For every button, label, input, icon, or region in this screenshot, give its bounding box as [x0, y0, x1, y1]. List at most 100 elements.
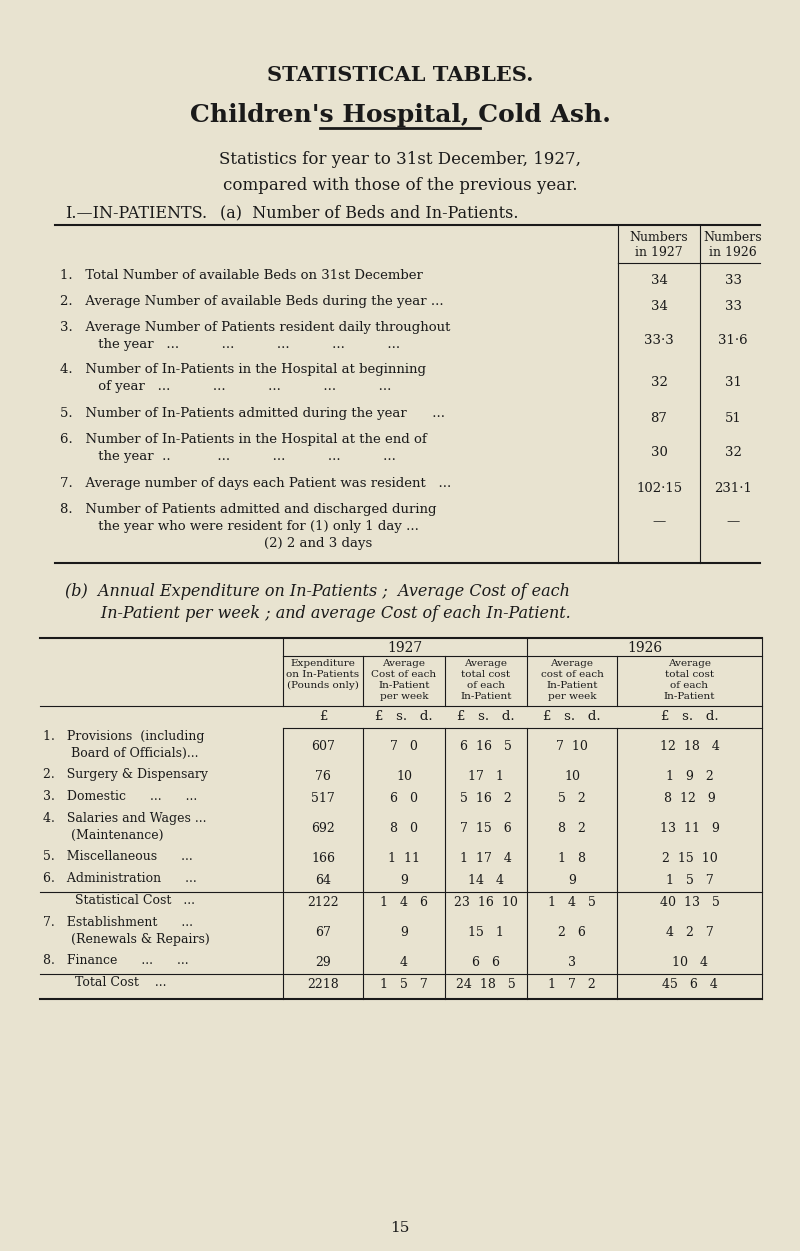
Text: Average
total cost
of each
In-Patient: Average total cost of each In-Patient — [664, 659, 715, 702]
Text: 1  11: 1 11 — [388, 852, 420, 866]
Text: 10: 10 — [564, 771, 580, 783]
Text: 1   5   7: 1 5 7 — [380, 978, 428, 992]
Text: 9: 9 — [400, 874, 408, 887]
Text: 64: 64 — [315, 874, 331, 887]
Text: Numbers
in 1926: Numbers in 1926 — [704, 231, 762, 259]
Text: 32: 32 — [650, 377, 667, 389]
Text: 6   6: 6 6 — [472, 957, 500, 970]
Text: —: — — [726, 515, 740, 528]
Text: 1   7   2: 1 7 2 — [548, 978, 596, 992]
Text: 8  12   9: 8 12 9 — [664, 792, 715, 806]
Text: £: £ — [319, 711, 327, 723]
Text: 1   5   7: 1 5 7 — [666, 874, 714, 887]
Text: 34: 34 — [650, 274, 667, 286]
Text: 4.   Salaries and Wages ...
       (Maintenance): 4. Salaries and Wages ... (Maintenance) — [43, 812, 206, 842]
Text: 4: 4 — [400, 957, 408, 970]
Text: 6.   Number of In-Patients in the Hospital at the end of
         the year  ..  : 6. Number of In-Patients in the Hospital… — [60, 433, 426, 463]
Text: 231·1: 231·1 — [714, 482, 752, 494]
Text: 12  18   4: 12 18 4 — [659, 741, 719, 753]
Text: 1.   Provisions  (including
       Board of Officials)...: 1. Provisions (including Board of Offici… — [43, 731, 205, 759]
Text: 1   4   6: 1 4 6 — [380, 897, 428, 909]
Text: Statistical Cost   ...: Statistical Cost ... — [43, 894, 195, 907]
Text: 5.   Number of In-Patients admitted during the year      ...: 5. Number of In-Patients admitted during… — [60, 407, 445, 420]
Text: Statistics for year to 31st December, 1927,: Statistics for year to 31st December, 19… — [219, 151, 581, 169]
Text: £   s.   d.: £ s. d. — [661, 711, 718, 723]
Text: I.—IN-PATIENTS.: I.—IN-PATIENTS. — [65, 204, 207, 221]
Text: 15: 15 — [390, 1221, 410, 1235]
Text: 6   0: 6 0 — [390, 792, 418, 806]
Text: 102·15: 102·15 — [636, 482, 682, 494]
Text: 2218: 2218 — [307, 978, 339, 992]
Text: Average
Cost of each
In-Patient
per week: Average Cost of each In-Patient per week — [371, 659, 437, 702]
Text: 1926: 1926 — [627, 641, 662, 656]
Text: 15   1: 15 1 — [468, 927, 504, 940]
Text: 1.   Total Number of available Beds on 31st December: 1. Total Number of available Beds on 31s… — [60, 269, 423, 281]
Text: 23  16  10: 23 16 10 — [454, 897, 518, 909]
Text: —: — — [652, 515, 666, 528]
Text: 8   2: 8 2 — [558, 822, 586, 836]
Text: 8.   Number of Patients admitted and discharged during
         the year who wer: 8. Number of Patients admitted and disch… — [60, 503, 437, 550]
Text: 6  16   5: 6 16 5 — [460, 741, 512, 753]
Text: 4   2   7: 4 2 7 — [666, 927, 714, 940]
Text: 10: 10 — [396, 771, 412, 783]
Text: (b)  Annual Expenditure on In-Patients ;  Average Cost of each: (b) Annual Expenditure on In-Patients ; … — [65, 583, 570, 600]
Text: £   s.   d.: £ s. d. — [457, 711, 515, 723]
Text: 1   8: 1 8 — [558, 852, 586, 866]
Text: Average
total cost
of each
In-Patient: Average total cost of each In-Patient — [460, 659, 512, 702]
Text: 33·3: 33·3 — [644, 334, 674, 347]
Text: 2122: 2122 — [307, 897, 339, 909]
Text: £   s.   d.: £ s. d. — [375, 711, 433, 723]
Text: 5.   Miscellaneous      ...: 5. Miscellaneous ... — [43, 849, 193, 863]
Text: 607: 607 — [311, 741, 335, 753]
Text: 31·6: 31·6 — [718, 334, 748, 347]
Text: 8   0: 8 0 — [390, 822, 418, 836]
Text: Total Cost    ...: Total Cost ... — [43, 976, 166, 990]
Text: 3.   Average Number of Patients resident daily throughout
         the year   ..: 3. Average Number of Patients resident d… — [60, 322, 450, 352]
Text: 5  16   2: 5 16 2 — [460, 792, 512, 806]
Text: 67: 67 — [315, 927, 331, 940]
Text: 9: 9 — [568, 874, 576, 887]
Text: 33: 33 — [725, 299, 742, 313]
Text: 32: 32 — [725, 447, 742, 459]
Text: £   s.   d.: £ s. d. — [543, 711, 601, 723]
Text: 17   1: 17 1 — [468, 771, 504, 783]
Text: 14   4: 14 4 — [468, 874, 504, 887]
Text: 31: 31 — [725, 377, 742, 389]
Text: 7  15   6: 7 15 6 — [460, 822, 512, 836]
Text: 7  10: 7 10 — [556, 741, 588, 753]
Text: 8.   Finance      ...      ...: 8. Finance ... ... — [43, 955, 189, 967]
Text: 517: 517 — [311, 792, 335, 806]
Text: 7   0: 7 0 — [390, 741, 418, 753]
Text: 3: 3 — [568, 957, 576, 970]
Text: 9: 9 — [400, 927, 408, 940]
Text: 33: 33 — [725, 274, 742, 286]
Text: 5   2: 5 2 — [558, 792, 586, 806]
Text: 29: 29 — [315, 957, 331, 970]
Text: 3.   Domestic      ...      ...: 3. Domestic ... ... — [43, 789, 198, 803]
Text: 1  17   4: 1 17 4 — [460, 852, 512, 866]
Text: 4.   Number of In-Patients in the Hospital at beginning
         of year   ...  : 4. Number of In-Patients in the Hospital… — [60, 363, 426, 393]
Text: Expenditure
on In-Patients
(Pounds only): Expenditure on In-Patients (Pounds only) — [286, 659, 359, 691]
Text: 2  15  10: 2 15 10 — [662, 852, 718, 866]
Text: 692: 692 — [311, 822, 335, 836]
Text: 7.   Establishment      ...
       (Renewals & Repairs): 7. Establishment ... (Renewals & Repairs… — [43, 916, 210, 946]
Text: Numbers
in 1927: Numbers in 1927 — [630, 231, 688, 259]
Text: 51: 51 — [725, 412, 742, 424]
Text: 30: 30 — [650, 447, 667, 459]
Text: 24  18   5: 24 18 5 — [456, 978, 516, 992]
Text: 2.   Average Number of available Beds during the year ...: 2. Average Number of available Beds duri… — [60, 295, 444, 308]
Text: 34: 34 — [650, 299, 667, 313]
Text: compared with those of the previous year.: compared with those of the previous year… — [222, 176, 578, 194]
Text: 1   9   2: 1 9 2 — [666, 771, 714, 783]
Text: 1   4   5: 1 4 5 — [548, 897, 596, 909]
Text: 45   6   4: 45 6 4 — [662, 978, 718, 992]
Text: 13  11   9: 13 11 9 — [659, 822, 719, 836]
Text: Average
cost of each
In-Patient
per week: Average cost of each In-Patient per week — [541, 659, 603, 702]
Text: 76: 76 — [315, 771, 331, 783]
Text: 40  13   5: 40 13 5 — [659, 897, 719, 909]
Text: 2   6: 2 6 — [558, 927, 586, 940]
Text: 166: 166 — [311, 852, 335, 866]
Text: Children's Hospital, Cold Ash.: Children's Hospital, Cold Ash. — [190, 103, 610, 128]
Text: 10   4: 10 4 — [671, 957, 707, 970]
Text: STATISTICAL TABLES.: STATISTICAL TABLES. — [266, 65, 534, 85]
